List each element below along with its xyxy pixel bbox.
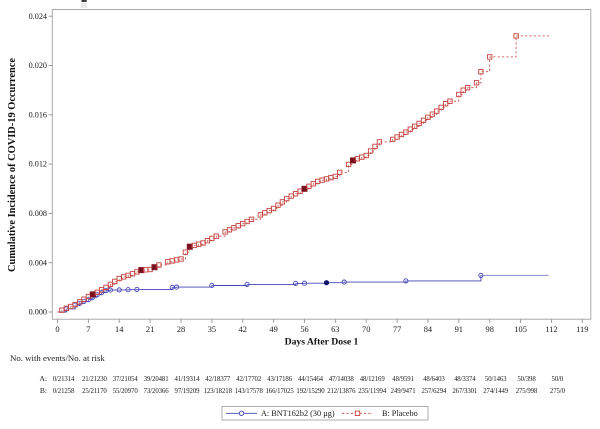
- svg-text:42/18377: 42/18377: [205, 376, 231, 383]
- svg-text:A:: A:: [40, 374, 48, 383]
- svg-text:91: 91: [455, 325, 463, 334]
- svg-text:0.008: 0.008: [29, 209, 47, 218]
- svg-text:123/18218: 123/18218: [204, 388, 233, 395]
- svg-text:70: 70: [362, 325, 370, 334]
- svg-text:Cumulative Incidence of COVID-: Cumulative Incidence of COVID-19 Occurre…: [7, 58, 18, 272]
- svg-text:28: 28: [177, 325, 185, 334]
- svg-text:267/3301: 267/3301: [452, 388, 477, 395]
- svg-text:97/19209: 97/19209: [175, 388, 201, 395]
- svg-text:43/17186: 43/17186: [267, 376, 293, 383]
- svg-text:48/6403: 48/6403: [423, 376, 445, 383]
- svg-text:44/15464: 44/15464: [298, 376, 324, 383]
- svg-text:77: 77: [393, 325, 401, 334]
- svg-text:55/20970: 55/20970: [113, 388, 139, 395]
- svg-text:25/21170: 25/21170: [82, 388, 107, 395]
- svg-text:50/0: 50/0: [552, 376, 564, 383]
- svg-text:0: 0: [55, 325, 59, 334]
- svg-text:7: 7: [86, 325, 90, 334]
- svg-text:41/19314: 41/19314: [175, 376, 201, 383]
- svg-text:143/17578: 143/17578: [235, 388, 264, 395]
- svg-text:166/17025: 166/17025: [266, 388, 295, 395]
- svg-text:35: 35: [208, 325, 216, 334]
- svg-text:73/20366: 73/20366: [144, 388, 170, 395]
- svg-text:48/9591: 48/9591: [392, 376, 414, 383]
- svg-text:50/398: 50/398: [517, 376, 536, 383]
- svg-text:192/15290: 192/15290: [296, 388, 325, 395]
- svg-text:B:: B:: [40, 386, 47, 395]
- svg-text:0.000: 0.000: [29, 308, 47, 317]
- svg-text:Days After Dose 1: Days After Dose 1: [285, 337, 359, 348]
- svg-text:0.012: 0.012: [29, 160, 47, 169]
- svg-text:84: 84: [424, 325, 433, 334]
- svg-text:No. with events/No. at risk: No. with events/No. at risk: [10, 353, 105, 363]
- svg-text:212/13876: 212/13876: [327, 388, 356, 395]
- svg-text:105: 105: [514, 325, 527, 334]
- svg-text:A: BNT162b2 (30 µg): A: BNT162b2 (30 µg): [261, 409, 335, 418]
- svg-text:0.004: 0.004: [29, 258, 47, 267]
- svg-text:249/9471: 249/9471: [391, 388, 416, 395]
- svg-text:98: 98: [486, 325, 494, 334]
- svg-text:49: 49: [269, 325, 277, 334]
- svg-text:0.020: 0.020: [29, 61, 47, 70]
- svg-text:48/12169: 48/12169: [360, 376, 386, 383]
- svg-text:274/1449: 274/1449: [483, 388, 509, 395]
- svg-text:39/20481: 39/20481: [144, 376, 169, 383]
- svg-text:0.016: 0.016: [29, 110, 47, 119]
- svg-text:21/21230: 21/21230: [82, 376, 108, 383]
- svg-text:14: 14: [115, 325, 124, 334]
- svg-text:63: 63: [331, 325, 339, 334]
- svg-text:235/11994: 235/11994: [358, 388, 387, 395]
- svg-text:119: 119: [576, 325, 588, 334]
- svg-text:112: 112: [545, 325, 557, 334]
- svg-text:0/21258: 0/21258: [53, 388, 75, 395]
- svg-text:37/21054: 37/21054: [113, 376, 139, 383]
- svg-text:275/998: 275/998: [516, 388, 538, 395]
- svg-text:47/14038: 47/14038: [329, 376, 355, 383]
- svg-text:275/0: 275/0: [550, 388, 566, 395]
- svg-text:48/3374: 48/3374: [454, 376, 476, 383]
- svg-text:56: 56: [300, 325, 308, 334]
- svg-text:21: 21: [146, 325, 154, 334]
- svg-text:257/6294: 257/6294: [421, 388, 447, 395]
- svg-text:0.024: 0.024: [29, 12, 47, 21]
- svg-text:50/1463: 50/1463: [485, 376, 507, 383]
- svg-text:0/21314: 0/21314: [53, 376, 75, 383]
- svg-text:42: 42: [239, 325, 247, 334]
- svg-text:42/17702: 42/17702: [236, 376, 262, 383]
- svg-text:B: Placebo: B: Placebo: [382, 409, 418, 418]
